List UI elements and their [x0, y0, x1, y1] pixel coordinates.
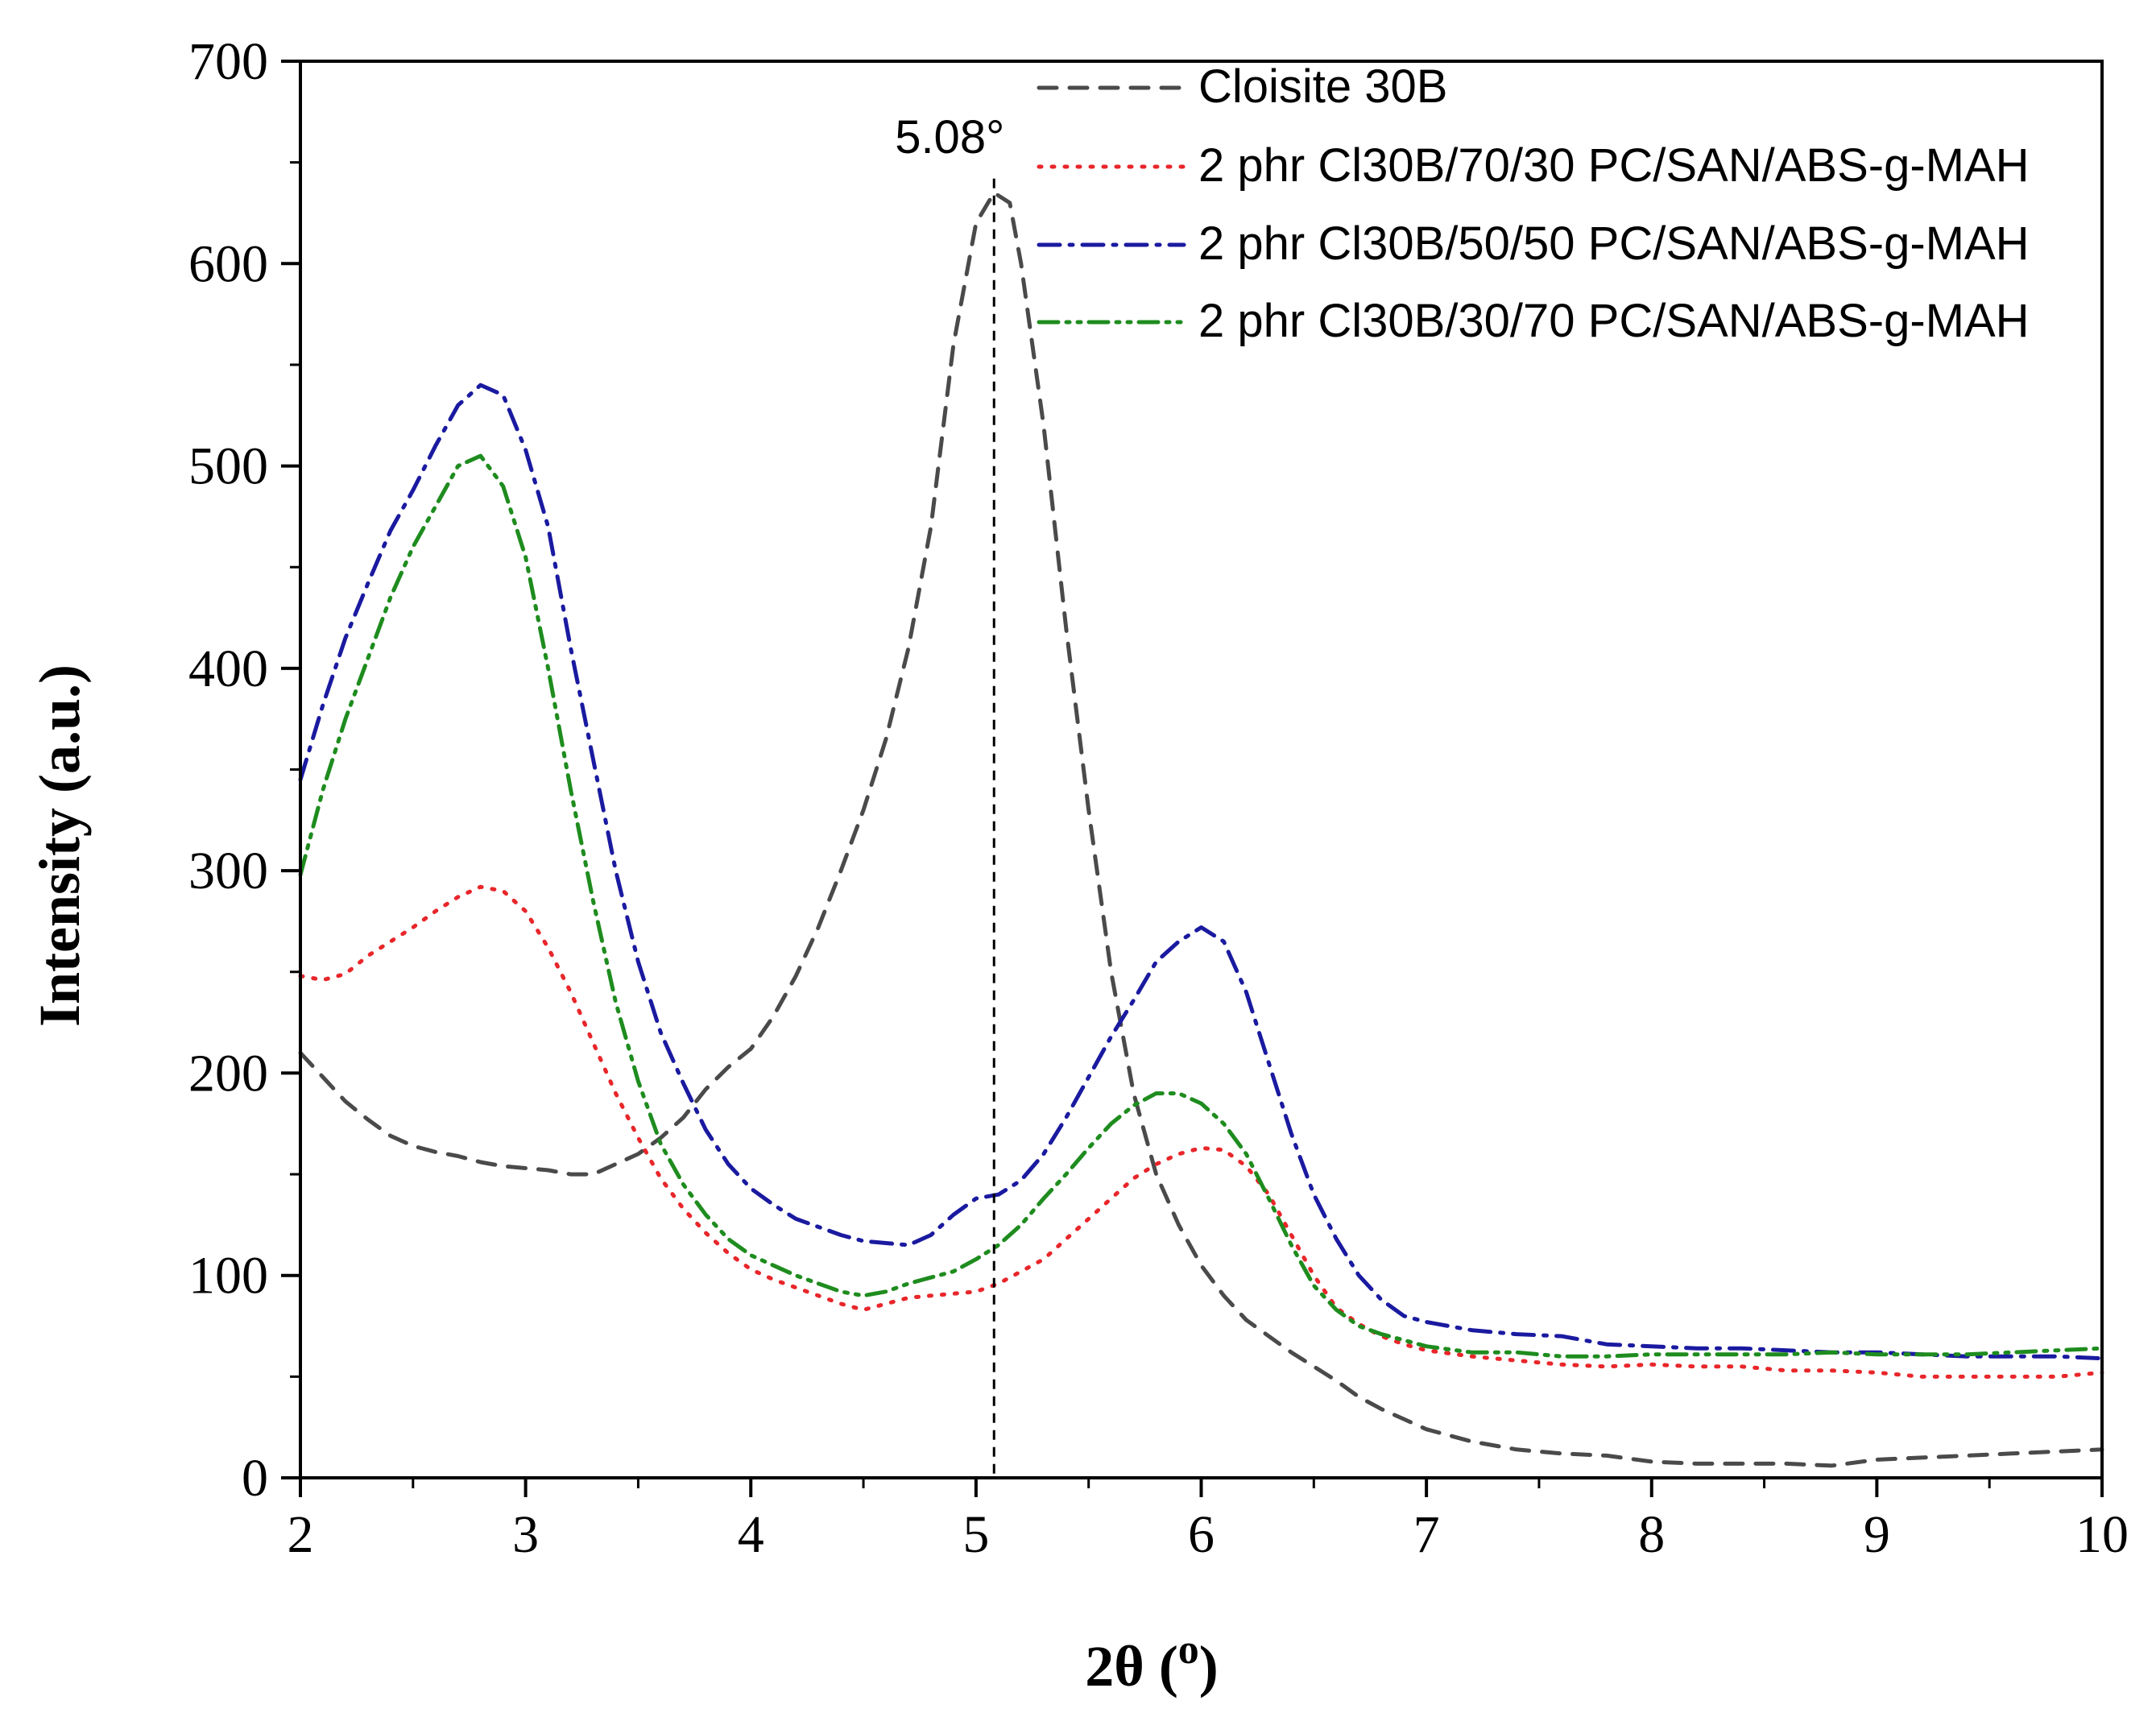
legend-label-1: Cloisite 30B	[1198, 60, 1447, 113]
y-tick-label: 700	[188, 32, 268, 91]
series-line-3	[298, 383, 2104, 1361]
x-tick-label: 6	[1188, 1505, 1215, 1564]
legend-label-2: 2 phr Cl30B/70/30 PC/SAN/ABS-g-MAH	[1198, 139, 2030, 192]
x-tick-label: 10	[2075, 1505, 2129, 1564]
y-tick-label: 200	[188, 1044, 268, 1103]
x-tick-label: 4	[738, 1505, 764, 1564]
y-tick-label: 100	[188, 1247, 268, 1305]
x-tick-label: 5	[962, 1505, 989, 1564]
y-axis-title: Intensity (a.u.)	[27, 664, 92, 1027]
x-tick-label: 2	[288, 1505, 314, 1564]
series-line-2	[298, 884, 2104, 1379]
x-tick-label: 7	[1413, 1505, 1440, 1564]
x-axis-title-unit: o	[1178, 1627, 1199, 1673]
legend: Cloisite 30B 2 phr Cl30B/70/30 PC/SAN/ABS…	[1037, 60, 2030, 347]
legend-label-3: 2 phr Cl30B/50/50 PC/SAN/ABS-g-MAH	[1198, 217, 2030, 270]
series-line-4	[298, 453, 2104, 1359]
x-axis-title-close-paren: )	[1199, 1634, 1219, 1699]
y-tick-label: 400	[188, 639, 268, 698]
x-axis-title-text: 2θ	[1085, 1634, 1144, 1699]
x-axis-title: 2θ (o)	[1085, 1627, 1219, 1699]
x-axis-title-open-paren: (	[1144, 1634, 1178, 1699]
x-tick-label: 9	[1864, 1505, 1890, 1564]
peak-annotation-label: 5.08°	[895, 111, 1004, 163]
y-tick-label: 0	[242, 1449, 268, 1508]
plot-frame	[299, 60, 2104, 1479]
legend-label-4: 2 phr Cl30B/30/70 PC/SAN/ABS-g-MAH	[1198, 295, 2030, 347]
x-tick-label: 8	[1638, 1505, 1665, 1564]
y-tick-label: 300	[188, 842, 268, 900]
y-tick-label: 600	[188, 234, 268, 293]
x-tick-label: 3	[512, 1505, 539, 1564]
series-line-1	[298, 190, 2104, 1468]
plot-lines	[298, 190, 2104, 1468]
y-tick-label: 500	[188, 437, 268, 496]
